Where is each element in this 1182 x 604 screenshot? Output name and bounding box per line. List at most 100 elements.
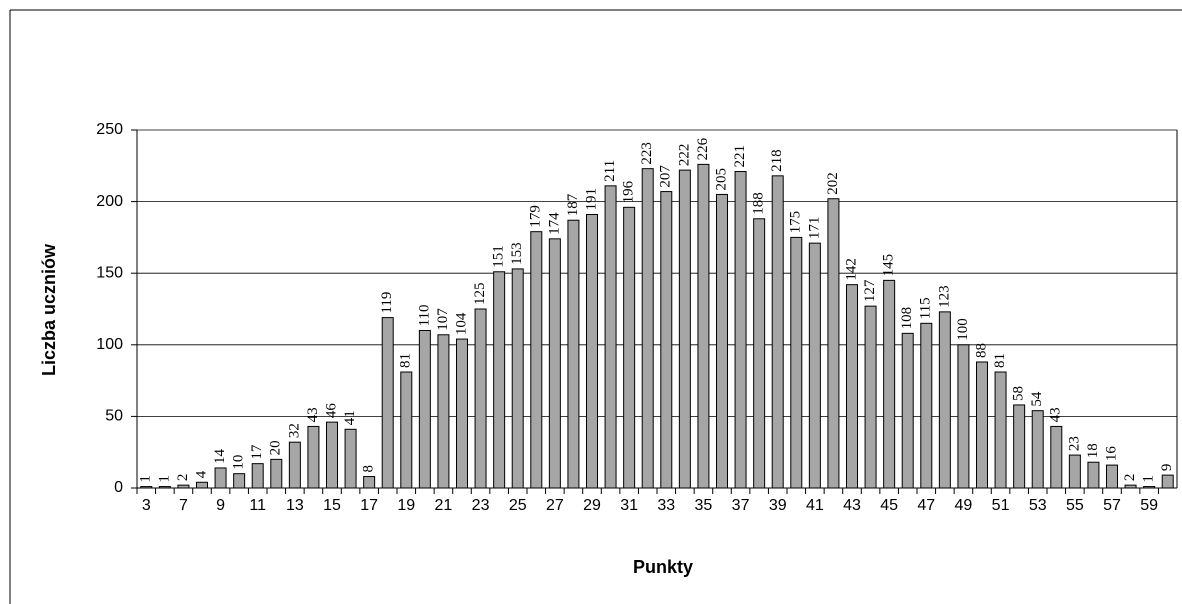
value-label: 108 xyxy=(899,307,915,330)
bar xyxy=(697,163,710,489)
value-label: 41 xyxy=(342,410,358,425)
value-label: 9 xyxy=(1159,464,1175,472)
value-label: 142 xyxy=(843,258,859,281)
x-tick-label: 13 xyxy=(286,497,304,514)
value-label: 100 xyxy=(955,318,971,341)
bar xyxy=(530,231,543,489)
value-label: 145 xyxy=(881,254,897,277)
value-label: 207 xyxy=(658,165,674,188)
value-label: 221 xyxy=(732,145,748,168)
x-tick-label: 45 xyxy=(880,497,898,514)
x-tick-label: 29 xyxy=(583,497,601,514)
value-label: 125 xyxy=(472,283,488,306)
value-label: 54 xyxy=(1029,391,1045,407)
value-label: 8 xyxy=(361,465,377,473)
value-label: 226 xyxy=(695,137,711,160)
value-label: 16 xyxy=(1103,446,1119,462)
value-label: 202 xyxy=(825,172,841,195)
bar xyxy=(1161,474,1174,489)
bar xyxy=(753,218,766,489)
x-tick-label: 11 xyxy=(249,497,266,514)
bar xyxy=(604,185,617,489)
bar xyxy=(790,236,803,489)
value-label: 104 xyxy=(453,312,469,335)
bar xyxy=(771,175,784,489)
bar xyxy=(734,171,747,489)
value-label: 32 xyxy=(286,423,302,438)
bar xyxy=(363,476,376,489)
bar xyxy=(846,284,858,489)
value-label: 115 xyxy=(918,297,934,319)
value-label: 187 xyxy=(565,193,581,216)
bar xyxy=(678,169,691,489)
y-tick-label: 250 xyxy=(96,121,123,138)
x-tick-label: 53 xyxy=(1029,497,1047,514)
value-label: 222 xyxy=(676,144,692,167)
y-tick-label: 50 xyxy=(105,408,123,425)
bar xyxy=(1013,404,1026,489)
bar xyxy=(1050,425,1063,489)
bar xyxy=(326,421,338,489)
value-label: 2 xyxy=(1122,474,1138,482)
value-label: 18 xyxy=(1085,443,1101,458)
bar xyxy=(586,213,598,489)
y-tick-label: 200 xyxy=(96,193,123,210)
value-label: 110 xyxy=(416,305,432,327)
bar xyxy=(938,311,951,489)
bar xyxy=(270,458,283,489)
bar xyxy=(437,334,450,489)
bar xyxy=(511,268,524,489)
y-tick-label: 100 xyxy=(96,336,123,353)
x-tick-label: 23 xyxy=(472,497,490,514)
x-tick-label: 47 xyxy=(917,497,935,514)
x-tick-label: 43 xyxy=(843,497,861,514)
bar xyxy=(307,425,320,489)
value-label: 58 xyxy=(1011,386,1027,401)
y-tick-label: 0 xyxy=(114,479,123,496)
bar xyxy=(196,481,208,489)
x-tick-label: 49 xyxy=(955,497,973,514)
bar xyxy=(381,317,394,489)
x-tick-label: 17 xyxy=(360,497,378,514)
value-label: 1 xyxy=(1141,475,1157,483)
value-label: 119 xyxy=(379,292,395,314)
value-label: 171 xyxy=(806,217,822,240)
value-label: 23 xyxy=(1066,436,1082,451)
x-tick-label: 9 xyxy=(216,497,225,514)
x-tick-label: 31 xyxy=(620,497,638,514)
value-label: 4 xyxy=(193,470,209,478)
value-label: 153 xyxy=(509,242,525,265)
x-tick-label: 37 xyxy=(732,497,750,514)
value-label: 188 xyxy=(751,192,767,215)
value-label: 179 xyxy=(528,205,544,228)
value-label: 81 xyxy=(992,353,1008,368)
value-label: 151 xyxy=(491,245,507,268)
value-label: 43 xyxy=(305,407,321,422)
x-tick-label: 55 xyxy=(1066,497,1084,514)
value-label: 81 xyxy=(398,353,414,368)
y-axis-title: Liczba uczniów xyxy=(39,243,59,376)
bar xyxy=(251,463,264,489)
bar xyxy=(493,271,506,489)
bar xyxy=(400,371,413,489)
x-tick-label: 21 xyxy=(435,497,453,514)
x-tick-label: 33 xyxy=(657,497,675,514)
x-tick-label: 25 xyxy=(509,497,527,514)
value-label: 46 xyxy=(323,403,339,419)
value-label: 127 xyxy=(862,279,878,302)
bar xyxy=(1031,410,1044,489)
bar xyxy=(1087,461,1100,489)
value-label: 211 xyxy=(602,160,618,182)
x-tick-label: 7 xyxy=(179,497,188,514)
bar xyxy=(994,371,1007,489)
value-label: 17 xyxy=(249,444,265,460)
bar xyxy=(864,305,877,489)
value-label: 174 xyxy=(546,212,562,235)
value-label: 123 xyxy=(936,285,952,308)
value-label: 88 xyxy=(973,343,989,358)
x-axis-title: Punkty xyxy=(633,557,693,577)
x-tick-label: 27 xyxy=(546,497,564,514)
bar xyxy=(976,361,988,489)
value-label: 14 xyxy=(212,448,228,464)
